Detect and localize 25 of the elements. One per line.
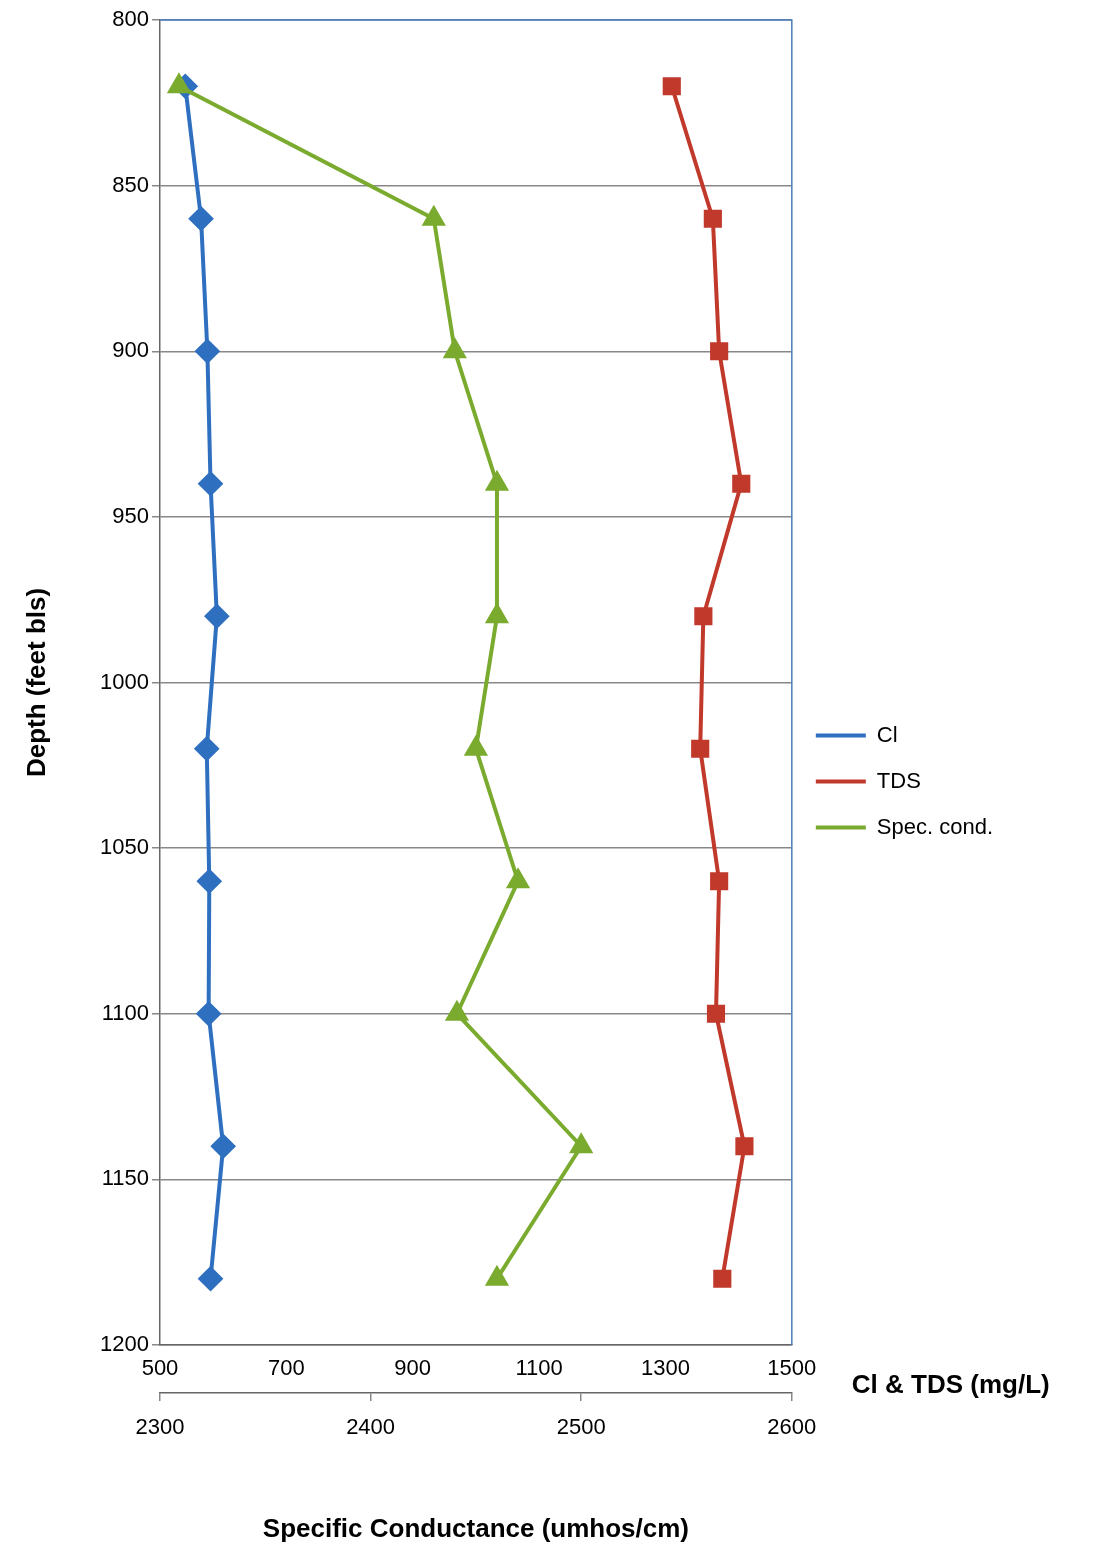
legend-label: Spec. cond. bbox=[876, 813, 993, 839]
legend-label: TDS bbox=[876, 767, 921, 793]
x-tick-label: 1300 bbox=[640, 1355, 690, 1381]
y-tick-label: 1150 bbox=[101, 1165, 149, 1191]
x-tick-label: 1100 bbox=[515, 1355, 563, 1381]
x2-tick-label: 2600 bbox=[767, 1414, 817, 1440]
x-axis-title: Cl & TDS (mg/L) bbox=[851, 1369, 1050, 1400]
legend-label: Cl bbox=[876, 721, 898, 747]
x-tick-label: 1500 bbox=[767, 1355, 817, 1381]
x2-tick-label: 2300 bbox=[135, 1414, 185, 1440]
y-axis-title: Depth (feet bls) bbox=[21, 587, 52, 778]
x-tick-label: 500 bbox=[141, 1355, 179, 1381]
y-tick-label: 850 bbox=[112, 171, 149, 197]
y-tick-label: 900 bbox=[112, 337, 149, 363]
x-tick-label: 700 bbox=[268, 1355, 305, 1381]
y-tick-label: 800 bbox=[112, 6, 149, 32]
x-tick-label: 900 bbox=[394, 1355, 432, 1381]
y-tick-label: 1000 bbox=[100, 668, 149, 694]
x2-axis-title: Specific Conductance (umhos/cm) bbox=[262, 1513, 689, 1544]
y-tick-label: 1100 bbox=[101, 999, 149, 1025]
x2-tick-label: 2400 bbox=[346, 1414, 396, 1440]
x2-tick-label: 2500 bbox=[556, 1414, 606, 1440]
y-tick-label: 1200 bbox=[100, 1331, 149, 1357]
y-tick-label: 950 bbox=[112, 502, 149, 528]
y-tick-label: 1050 bbox=[100, 834, 149, 860]
